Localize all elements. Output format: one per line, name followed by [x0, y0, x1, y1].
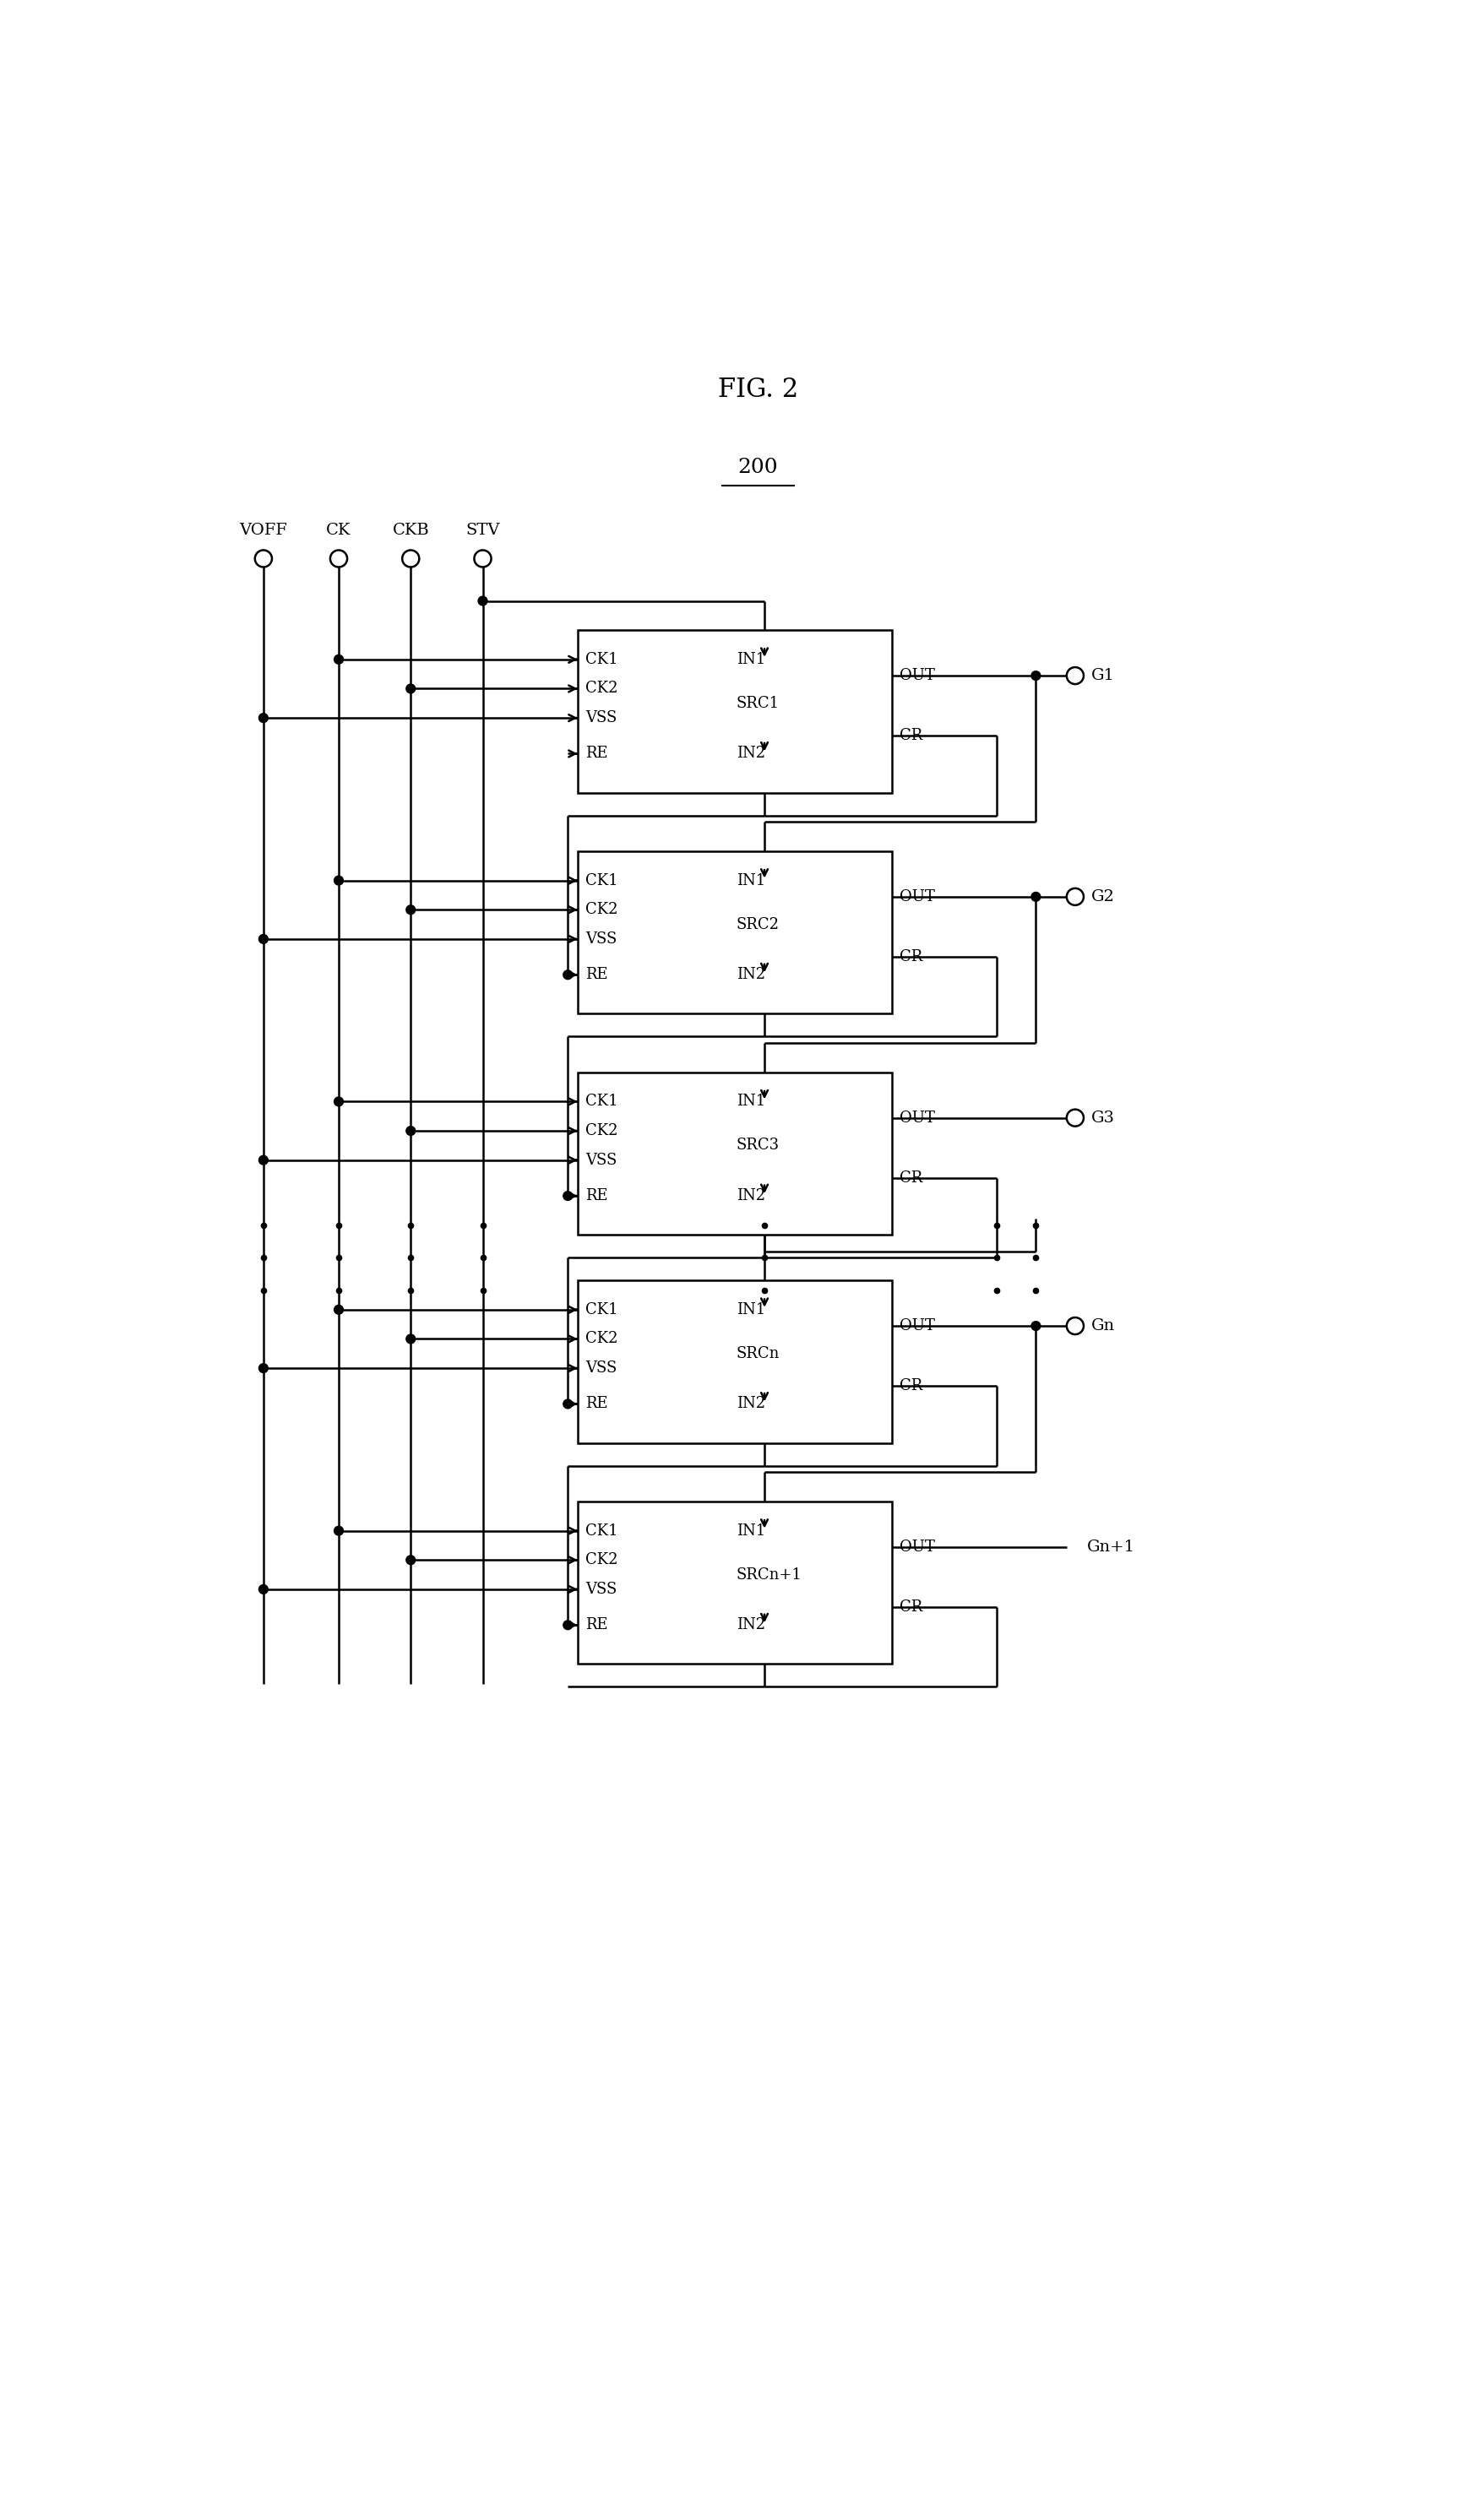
Text: G2: G2 — [1092, 890, 1115, 905]
Bar — [578, 852, 892, 1013]
Circle shape — [407, 683, 416, 693]
Circle shape — [407, 1555, 416, 1565]
Text: SRCn: SRCn — [737, 1346, 779, 1361]
Text: IN1: IN1 — [737, 653, 765, 668]
Circle shape — [1031, 892, 1040, 902]
Text: SRC3: SRC3 — [737, 1139, 779, 1154]
Text: VSS: VSS — [586, 1152, 617, 1167]
Circle shape — [563, 1620, 572, 1630]
Text: CK2: CK2 — [586, 902, 618, 917]
Bar — [578, 1502, 892, 1663]
Circle shape — [334, 1527, 343, 1535]
Text: RE: RE — [586, 968, 608, 983]
Text: VSS: VSS — [586, 932, 617, 948]
Text: Gn+1: Gn+1 — [1087, 1540, 1134, 1555]
Text: IN2: IN2 — [737, 1189, 765, 1205]
Circle shape — [563, 970, 572, 980]
Text: VSS: VSS — [586, 1361, 617, 1376]
Text: CR: CR — [899, 1378, 923, 1394]
Bar — [578, 1074, 892, 1235]
Circle shape — [259, 935, 268, 942]
Circle shape — [407, 1126, 416, 1137]
Text: IN2: IN2 — [737, 1396, 765, 1411]
Text: OUT: OUT — [899, 1540, 935, 1555]
Circle shape — [334, 655, 343, 663]
Text: IN2: IN2 — [737, 746, 765, 761]
Text: Gn: Gn — [1092, 1318, 1115, 1333]
Text: CK2: CK2 — [586, 1124, 618, 1139]
Circle shape — [563, 1399, 572, 1409]
Text: IN1: IN1 — [737, 1094, 765, 1109]
Text: CR: CR — [899, 728, 923, 743]
Text: OUT: OUT — [899, 1111, 935, 1126]
Text: CK1: CK1 — [586, 653, 618, 668]
Text: CK1: CK1 — [586, 1094, 618, 1109]
Text: CK2: CK2 — [586, 680, 618, 696]
Text: IN1: IN1 — [737, 1303, 765, 1318]
Circle shape — [334, 1096, 343, 1106]
Text: G3: G3 — [1092, 1111, 1115, 1126]
Circle shape — [259, 1363, 268, 1373]
Text: CK2: CK2 — [586, 1331, 618, 1346]
Text: CK1: CK1 — [586, 1522, 618, 1537]
Text: CR: CR — [899, 1169, 923, 1184]
Circle shape — [563, 1192, 572, 1200]
Text: IN1: IN1 — [737, 872, 765, 887]
Text: RE: RE — [586, 1189, 608, 1205]
Text: OUT: OUT — [899, 890, 935, 905]
Text: SRCn+1: SRCn+1 — [737, 1567, 802, 1583]
Text: RE: RE — [586, 1618, 608, 1633]
Bar — [578, 1280, 892, 1444]
Text: CK1: CK1 — [586, 872, 618, 887]
Text: OUT: OUT — [899, 1318, 935, 1333]
Text: SRC2: SRC2 — [737, 917, 779, 932]
Bar — [578, 630, 892, 794]
Circle shape — [334, 877, 343, 885]
Text: CKB: CKB — [392, 522, 429, 537]
Text: IN2: IN2 — [737, 1618, 765, 1633]
Circle shape — [1031, 670, 1040, 680]
Text: VSS: VSS — [586, 1583, 617, 1598]
Circle shape — [334, 1305, 343, 1315]
Text: IN1: IN1 — [737, 1522, 765, 1537]
Circle shape — [1031, 1320, 1040, 1331]
Text: 200: 200 — [738, 459, 778, 476]
Text: RE: RE — [586, 1396, 608, 1411]
Text: OUT: OUT — [899, 668, 935, 683]
Text: STV: STV — [466, 522, 500, 537]
Text: VSS: VSS — [586, 711, 617, 726]
Circle shape — [259, 1585, 268, 1593]
Text: SRC1: SRC1 — [737, 696, 779, 711]
Text: FIG. 2: FIG. 2 — [717, 375, 799, 403]
Circle shape — [259, 713, 268, 723]
Text: CK: CK — [327, 522, 351, 537]
Circle shape — [478, 597, 487, 605]
Text: CR: CR — [899, 950, 923, 965]
Text: G1: G1 — [1092, 668, 1115, 683]
Circle shape — [407, 905, 416, 915]
Text: VOFF: VOFF — [240, 522, 287, 537]
Text: RE: RE — [586, 746, 608, 761]
Circle shape — [407, 1336, 416, 1343]
Text: CR: CR — [899, 1600, 923, 1615]
Text: CK1: CK1 — [586, 1303, 618, 1318]
Text: IN2: IN2 — [737, 968, 765, 983]
Circle shape — [259, 1157, 268, 1164]
Text: CK2: CK2 — [586, 1552, 618, 1567]
